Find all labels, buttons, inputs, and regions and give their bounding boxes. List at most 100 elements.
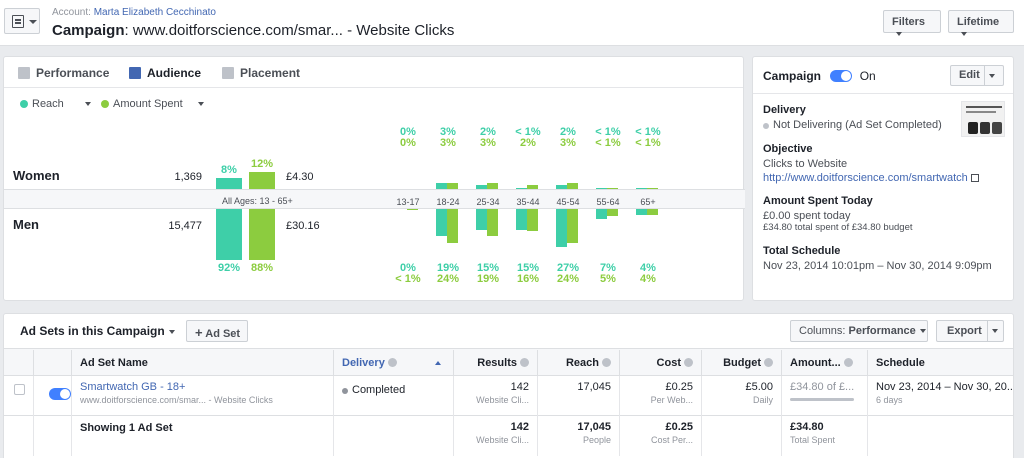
tab-audience[interactable]: Audience — [129, 66, 201, 80]
th-budget[interactable]: Budget — [702, 350, 782, 376]
women-reach-pct: 8% — [221, 164, 237, 176]
age-women-spent-bar — [607, 187, 618, 189]
people-icon — [129, 67, 141, 79]
cost-value: £0.25 — [665, 381, 693, 393]
tab-placement[interactable]: Placement — [222, 66, 300, 80]
info-icon[interactable] — [843, 358, 853, 367]
age-group-label: 35-44 — [516, 197, 540, 207]
th-cost-label: Cost — [656, 357, 681, 369]
th-adset-name[interactable]: Ad Set Name — [72, 350, 334, 376]
campaign-state-label: On — [859, 69, 876, 83]
all-ages-label: All Ages: 13 - 65+ — [222, 196, 293, 206]
bar-chart-icon — [18, 67, 30, 79]
th-results[interactable]: Results — [454, 350, 538, 376]
objective-url-link[interactable]: http://www.doitforscience.com/smartwatch — [763, 172, 968, 184]
edit-label: Edit — [959, 69, 980, 81]
sort-ascending-icon — [435, 361, 441, 365]
summary-reach-sub: People — [582, 435, 611, 445]
budget-value: £5.00 — [745, 381, 773, 393]
reach-value: 17,045 — [577, 381, 611, 393]
campaign-heading-label: Campaign — [763, 69, 822, 83]
age-group-label: 55-64 — [596, 197, 620, 207]
info-icon[interactable] — [387, 358, 397, 367]
adset-name-link[interactable]: Smartwatch GB - 18+ — [80, 381, 186, 393]
objective-value: Clicks to Website — [763, 158, 848, 170]
watch-image — [992, 122, 1002, 134]
age-women-spent-bar — [527, 185, 538, 189]
amount-title: Amount Spent Today — [763, 195, 873, 207]
summary-results-cell: 142 Website Cli... — [454, 416, 538, 456]
age-men-reach-pct: 19% — [436, 262, 460, 274]
filters-button[interactable]: Filters — [883, 10, 941, 37]
add-adset-button[interactable]: + Ad Set — [186, 320, 248, 342]
age-men-spent-pct: 16% — [516, 273, 540, 285]
amount-section: Amount Spent Today £0.00 spent today £34… — [763, 195, 913, 233]
info-icon[interactable] — [602, 358, 611, 367]
age-men-spent-pct: 24% — [436, 273, 460, 285]
metric2-selector[interactable]: Amount Spent — [101, 98, 204, 110]
tab-label: Performance — [36, 66, 110, 80]
metric1-selector[interactable]: Reach — [20, 98, 91, 110]
watch-image — [968, 122, 978, 134]
age-men-spent-bar — [487, 209, 498, 236]
results-value: 142 — [510, 381, 529, 393]
row-schedule-cell: Nov 23, 2014 – Nov 30, 20... 6 days — [868, 376, 1013, 416]
lifetime-button[interactable]: Lifetime — [948, 10, 1014, 37]
summary-empty-cell — [334, 416, 454, 456]
age-group-label: 65+ — [640, 197, 656, 207]
chevron-down-icon — [29, 20, 37, 24]
external-link-icon[interactable] — [970, 174, 979, 182]
export-button[interactable]: Export — [936, 320, 1004, 342]
age-women-reach-bar — [636, 187, 647, 189]
schedule-title: Total Schedule — [763, 245, 841, 257]
thumbnail-text-line — [966, 106, 1002, 108]
adsets-title-dropdown[interactable]: Ad Sets in this Campaign — [20, 324, 175, 338]
table-row[interactable] — [4, 376, 1013, 416]
men-reach-pct: 92% — [217, 262, 241, 274]
campaign-toggle[interactable] — [830, 70, 853, 82]
age-women-spent-pct: 0% — [400, 137, 416, 149]
ad-thumbnail[interactable] — [961, 101, 1005, 137]
women-spent-pct: 12% — [250, 158, 274, 170]
info-icon[interactable] — [764, 358, 773, 367]
th-delivery[interactable]: Delivery — [334, 350, 454, 376]
summary-cost-sub: Cost Per... — [650, 435, 693, 445]
men-reach-bar — [216, 209, 242, 260]
delivery-detail: (Ad Set Completed) — [845, 119, 942, 131]
age-women-reach-pct: < 1% — [635, 126, 661, 138]
men-spent-bar — [249, 209, 275, 260]
delivery-status: Completed — [352, 384, 406, 396]
chevron-down-icon — [992, 329, 998, 333]
amount-progress-bar — [790, 398, 854, 401]
tab-performance[interactable]: Performance — [18, 66, 109, 80]
account-line: Account: Marta Elizabeth Cecchinato — [52, 7, 216, 18]
account-name-link[interactable]: Marta Elizabeth Cecchinato — [93, 7, 216, 18]
age-women-reach-bar — [596, 187, 607, 189]
filters-label: Filters — [892, 16, 926, 28]
row-checkbox[interactable] — [14, 384, 25, 395]
summary-results-sub: Website Cli... — [476, 435, 529, 445]
plus-icon: + — [195, 325, 203, 340]
age-women-spent-pct: 3% — [440, 137, 456, 149]
adset-toggle[interactable] — [49, 388, 71, 400]
watch-image — [980, 122, 990, 134]
age-men-reach-pct: 15% — [476, 262, 500, 274]
adset-subtitle: www.doitforscience.com/smar... - Website… — [80, 395, 273, 405]
info-icon[interactable] — [684, 358, 693, 367]
th-reach[interactable]: Reach — [538, 350, 620, 376]
info-icon[interactable] — [520, 358, 529, 367]
th-schedule[interactable]: Schedule — [876, 357, 925, 369]
edit-button[interactable]: Edit — [950, 65, 1004, 86]
age-men-spent-pct: 24% — [556, 273, 580, 285]
age-women-spent-pct: 3% — [480, 137, 496, 149]
women-label: Women — [13, 168, 60, 183]
th-cost[interactable]: Cost — [620, 350, 702, 376]
summary-empty-cell — [34, 416, 72, 456]
women-reach-value: 1,369 — [174, 171, 202, 183]
age-men-reach-pct: 0% — [400, 262, 416, 274]
row-name-cell: Smartwatch GB - 18+ www.doitforscience.c… — [72, 376, 334, 416]
th-amount[interactable]: Amount... — [782, 350, 868, 376]
campaign-menu-button[interactable] — [4, 8, 40, 34]
columns-dropdown[interactable]: Columns: Performance — [790, 320, 928, 342]
age-women-spent-bar — [567, 183, 578, 189]
